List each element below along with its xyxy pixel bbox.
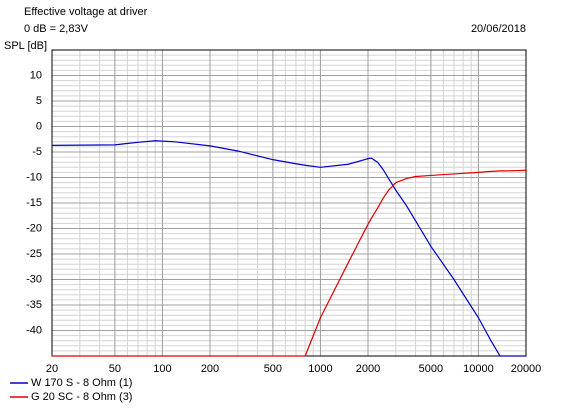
x-tick-label: 10000 — [463, 363, 494, 375]
x-tick-label: 50 — [109, 363, 121, 375]
y-tick-label: 0 — [36, 120, 42, 132]
plot — [51, 140, 527, 357]
series-line — [52, 169, 527, 357]
y-tick-label: 10 — [30, 69, 42, 81]
x-tick-label: 1000 — [308, 363, 332, 375]
x-tick-label: 200 — [201, 363, 219, 375]
y-tick-label: -5 — [32, 146, 42, 158]
chart-subtitle: 0 dB = 2,83V — [24, 23, 89, 35]
x-tick-label: 20 — [46, 363, 58, 375]
x-tick-label: 20000 — [511, 363, 542, 375]
y-tick-label: -35 — [26, 299, 42, 311]
y-tick-label: -15 — [26, 197, 42, 209]
x-tick-label: 500 — [264, 363, 282, 375]
y-tick-label: 5 — [36, 95, 42, 107]
chart-title: Effective voltage at driver — [24, 6, 148, 18]
y-tick-label: -40 — [26, 324, 42, 336]
grid — [51, 49, 527, 357]
x-tick-label: 5000 — [419, 363, 443, 375]
y-tick-label: -10 — [26, 171, 42, 183]
y-tick-label: -25 — [26, 248, 42, 260]
x-tick-label: 100 — [153, 363, 171, 375]
legend-label: G 20 SC - 8 Ohm (3) — [31, 391, 132, 403]
legend-label: W 170 S - 8 Ohm (1) — [31, 377, 132, 389]
y-tick-label: -20 — [26, 222, 42, 234]
y-tick-label: -30 — [26, 273, 42, 285]
chart-date: 20/06/2018 — [471, 23, 526, 35]
series-line — [51, 140, 526, 357]
y-axis-label: SPL [dB] — [4, 40, 47, 52]
x-tick-label: 2000 — [356, 363, 380, 375]
